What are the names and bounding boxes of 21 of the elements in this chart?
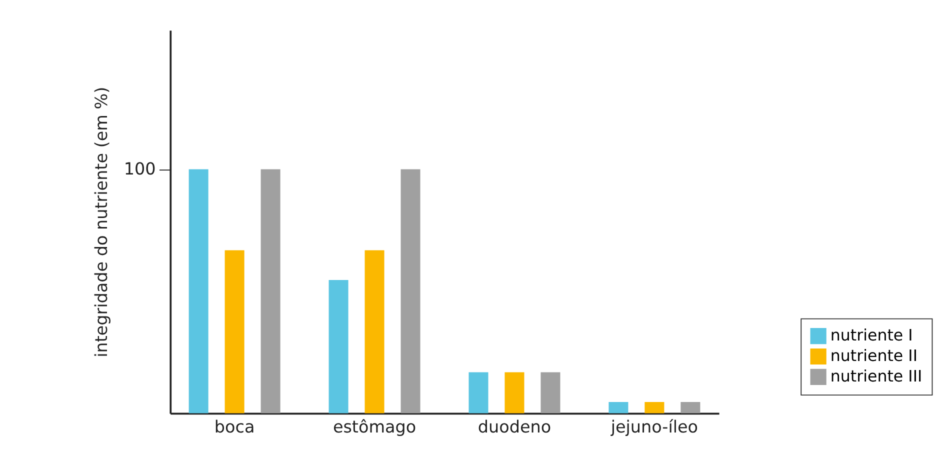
x-tick-label: jejuno-íleo (610, 416, 698, 436)
x-tick-label: duodeno (478, 416, 552, 436)
bar (400, 169, 420, 414)
legend-label: nutriente II (830, 346, 918, 366)
bar (224, 250, 244, 414)
legend-label: nutriente III (830, 366, 922, 386)
bar (260, 169, 280, 414)
bar (468, 372, 488, 414)
x-tick-label: estômago (332, 416, 416, 436)
text: 100 (124, 158, 156, 178)
bar (328, 280, 348, 414)
bar (504, 372, 524, 414)
bar (188, 169, 208, 414)
x-tick-label: boca (214, 416, 255, 436)
bar (540, 372, 560, 414)
bar (364, 250, 384, 414)
legend-label: nutriente I (830, 326, 913, 345)
bar (680, 402, 700, 414)
bar (608, 402, 628, 414)
y-axis-title: integridade do nutriente (em %) (91, 86, 112, 358)
bar (644, 402, 664, 414)
